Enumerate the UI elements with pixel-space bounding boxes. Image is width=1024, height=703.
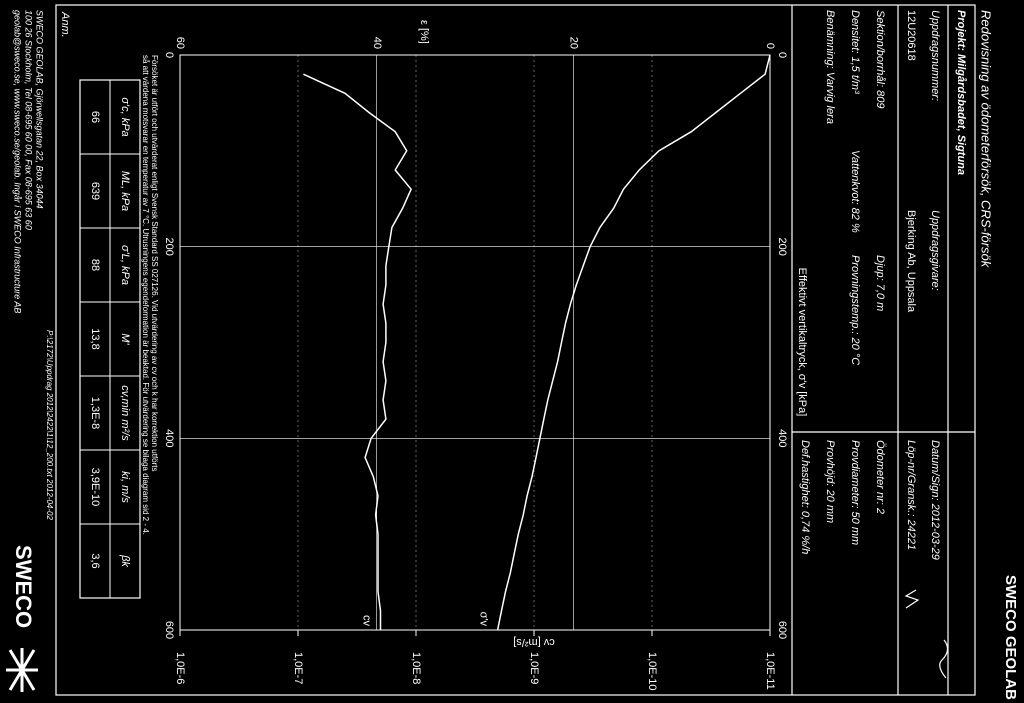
remark: Anm.: [59, 11, 71, 38]
assignment-label: Uppdragsnummer:: [929, 10, 941, 101]
table-cell: 3,9E-10: [89, 468, 101, 507]
run: Löp-nr/Gransk.: 24221: [905, 440, 917, 550]
client-label: Uppdragsgivare:: [929, 210, 941, 291]
section: Sektion/borrhål: 809: [874, 10, 886, 108]
x-tick-label: 400: [776, 429, 788, 447]
y-tick-label: 60: [174, 37, 186, 49]
footer-address: geolab@sweco.se, www.sweco.se/geolab. In…: [13, 10, 23, 313]
x-tick-label: 0: [163, 52, 175, 58]
series-label: σ'v: [478, 612, 490, 627]
logo-symbol: [6, 648, 38, 692]
height: Provhöjd: 20 mm: [824, 440, 836, 523]
x-axis-title: Effektivt vertikaltryck, σ'v [kPa]: [796, 268, 808, 417]
doc-title: Redovisning av ödometerförsök, CRS-försö…: [979, 10, 994, 269]
y2-tick-label: 1,0E-7: [292, 652, 304, 684]
date: Datum/Sign: 2012-03-29: [929, 440, 941, 560]
oedometer: Ödometer nr: 2: [874, 440, 886, 514]
y2-tick-label: 1,0E-10: [646, 652, 658, 691]
client: Bjerking Ab, Uppsala: [905, 210, 917, 313]
rate: Def.hastighet: 0,74 %/h: [799, 440, 811, 554]
logo: SWECO: [11, 545, 36, 628]
y-tick-label: 20: [567, 37, 579, 49]
data-line: [496, 54, 771, 631]
table-cell: 3,6: [89, 553, 101, 568]
x-tick-label: 0: [776, 52, 788, 58]
note-line: så att värdena motsvarar en temperatur a…: [141, 55, 150, 535]
depth: Djup: 7,0 m: [874, 255, 886, 311]
table-header: σ'c, kPa: [119, 97, 131, 136]
density: Densitet: 1,5 t/m³: [849, 10, 861, 94]
y2-tick-label: 1,0E-9: [528, 652, 540, 684]
assignment: 12U20618: [905, 10, 917, 61]
y2-tick-label: 1,0E-8: [410, 652, 422, 684]
y2-tick-label: 1,0E-6: [174, 652, 186, 684]
table-cell: 1,3E-8: [89, 397, 101, 429]
frame: [55, 4, 976, 696]
note-line: Försöket är utfört och utvärderat enligt…: [150, 55, 159, 472]
y2-axis-title: cv [m²/s]: [513, 636, 555, 648]
x-tick-label: 200: [776, 237, 788, 255]
table-cell: 639: [89, 182, 101, 200]
signature: [904, 589, 949, 679]
y-tick-label: 40: [371, 37, 383, 49]
brand: SWECO GEOLAB: [1002, 575, 1019, 700]
plot-frame: [179, 54, 771, 631]
table-header: ML, kPa: [119, 171, 131, 211]
x-tick-label: 400: [163, 429, 175, 447]
x-tick-label: 600: [163, 621, 175, 639]
table-cell: 88: [89, 259, 101, 271]
diameter: Provdiameter: 50 mm: [849, 440, 861, 545]
table-header: M': [119, 333, 131, 345]
y2-tick-label: 1,0E-11: [764, 652, 776, 690]
series-label: cv: [361, 615, 373, 627]
table-header: cv,min m²/s: [119, 385, 131, 441]
table-cell: 13,8: [89, 328, 101, 349]
temperature: Provningstemp.: 20 °C: [849, 255, 861, 365]
table-cell: 66: [89, 111, 101, 123]
project: Projekt: Milgårdsbadet, Sigtuna: [955, 10, 967, 175]
soil: Benämning: Varvig lera: [824, 10, 836, 124]
y-tick-label: 0: [764, 43, 776, 49]
y-axis-title: ε [%]: [418, 20, 430, 44]
data-line: [303, 73, 412, 630]
table-header: βk: [119, 554, 131, 567]
footer-address: 100 26 Stockholm, Tel 08-695 60 00, Fax …: [24, 10, 34, 230]
footer-address: SWECO GEOLAB, Gjörwellsgatan 22, Box 340…: [35, 10, 45, 209]
table-header: ki, m/s: [119, 471, 131, 503]
file-path: P:\2172\Uppdrag 2012\2422\1\12_200.txt 2…: [45, 330, 54, 520]
water: Vattenkvot: 82 %: [849, 150, 861, 233]
table-header: σ'L, kPa: [119, 245, 131, 285]
x-tick-label: 600: [776, 621, 788, 639]
x-tick-label: 200: [163, 237, 175, 255]
